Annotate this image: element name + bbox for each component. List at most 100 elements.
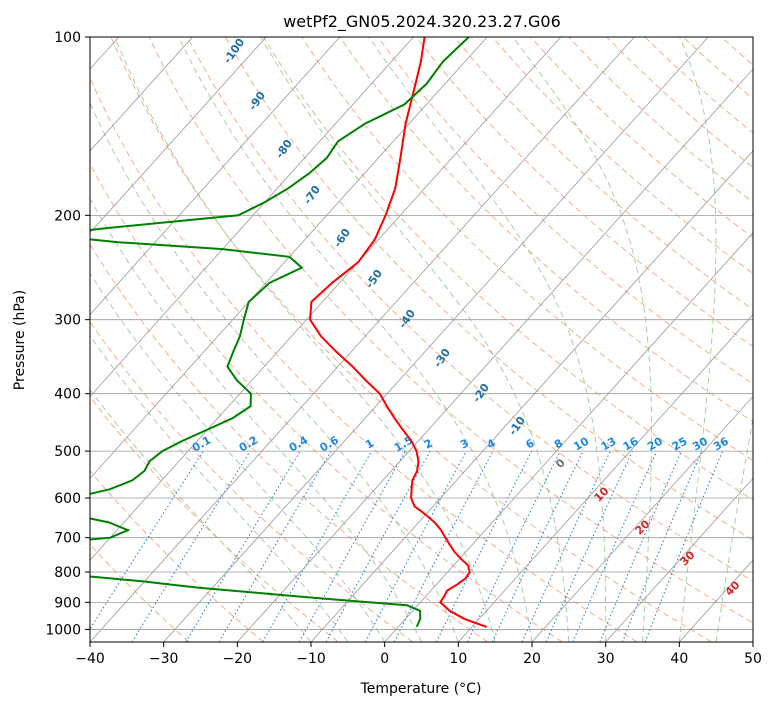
mixing-ratio-label: 20 <box>645 434 665 453</box>
dry-adiabat-line <box>90 163 563 642</box>
y-tick-label: 1000 <box>45 622 81 638</box>
dry-adiabat-line <box>530 37 753 239</box>
y-axis-ticks: 100 200 300 400 500 600 700 800 900 1000 <box>45 30 90 638</box>
x-tick-label: −10 <box>296 651 326 667</box>
moist-adiabat-line <box>90 272 386 642</box>
x-tick-label: −30 <box>149 651 179 667</box>
mixing-ratio-label: 2 <box>422 437 435 452</box>
isotherm-line <box>310 150 753 642</box>
dry-adiabat-label: -30 <box>431 346 453 370</box>
y-tick-label: 200 <box>54 208 81 224</box>
y-tick-label: 500 <box>54 444 81 460</box>
y-tick-label: 900 <box>54 595 81 611</box>
isotherm-line <box>90 37 562 561</box>
mixing-ratio-label: 25 <box>670 435 690 454</box>
isotherm-line <box>458 313 753 642</box>
mixing-ratio-label: 36 <box>711 434 731 453</box>
mixing-ratio-label: 16 <box>621 434 641 453</box>
dry-adiabat-label: -100 <box>221 36 248 66</box>
temperature-line <box>309 37 488 628</box>
mixing-ratio-line <box>572 450 658 642</box>
dry-adiabat-line <box>90 320 414 642</box>
isotherm-line <box>90 37 488 479</box>
dry-adiabat-line <box>644 37 753 134</box>
x-tick-label: −40 <box>75 651 105 667</box>
dry-adiabat-line <box>90 543 190 642</box>
moist-adiabat-line <box>260 37 570 642</box>
moist-adiabat-line <box>678 37 717 642</box>
x-axis-label: Temperature (°C) <box>360 681 482 697</box>
dry-adiabat-label: -40 <box>396 307 418 331</box>
dry-adiabat-line <box>110 37 712 642</box>
moist-adiabats <box>90 37 753 642</box>
mixing-ratio-line <box>90 450 204 630</box>
isotherm-line <box>531 395 753 642</box>
isotherm-line <box>752 641 753 642</box>
y-tick-label: 600 <box>54 491 81 507</box>
y-tick-label: 300 <box>54 313 81 329</box>
dry-adiabat-label: -20 <box>470 381 492 405</box>
dry-adiabat-line <box>377 37 753 385</box>
dry-adiabat-label: -10 <box>506 414 528 438</box>
mixing-ratio-lines <box>90 450 724 642</box>
mixing-ratio-label: 13 <box>599 435 619 454</box>
dry-adiabat-line <box>225 37 753 541</box>
x-tick-label: 30 <box>597 651 615 667</box>
mixing-ratio-line <box>435 450 533 642</box>
dry-adiabat-line <box>568 37 753 203</box>
moist-adiabat-line <box>90 334 349 642</box>
x-tick-label: 40 <box>670 651 688 667</box>
dry-adiabat-line <box>263 37 753 501</box>
mixing-ratio-label: 1 <box>363 437 376 452</box>
mixing-ratio-line <box>325 450 431 642</box>
moist-adiabat-label: 0 <box>553 456 568 471</box>
dry-adiabat-line <box>148 37 753 624</box>
mixing-ratio-label: 30 <box>690 434 710 453</box>
moist-adiabat-line <box>178 37 533 642</box>
x-tick-label: 20 <box>523 651 541 667</box>
moist-adiabat-label: 10 <box>592 484 612 504</box>
mixing-ratio-line <box>364 450 467 642</box>
isotherm-line <box>237 68 753 642</box>
mixing-ratio-line <box>298 450 406 642</box>
mixing-ratio-line <box>545 450 633 642</box>
moist-adiabat-line <box>90 102 459 642</box>
isotherm-line <box>90 37 267 234</box>
mixing-ratio-line <box>644 450 724 642</box>
isotherm-line <box>384 232 753 642</box>
isotherm-line <box>90 37 341 316</box>
dry-adiabat-line <box>415 37 753 348</box>
isotherm-line <box>90 37 193 152</box>
dewpoint-line <box>90 37 470 628</box>
x-tick-label: 10 <box>449 651 467 667</box>
dry-adiabat-line <box>90 243 488 642</box>
mixing-ratio-line <box>621 450 703 642</box>
x-axis-ticks: −40 −30 −20 −10 0 10 20 30 40 50 <box>75 642 762 667</box>
series-lines <box>90 37 488 628</box>
mixing-ratio-line <box>185 450 301 642</box>
isotherm-line <box>90 37 414 398</box>
moist-adiabat-line <box>114 37 496 642</box>
plot-frame <box>89 36 754 643</box>
mixing-ratio-line <box>491 450 584 642</box>
isotherms <box>90 37 753 642</box>
dry-adiabat-label: -50 <box>363 267 385 291</box>
dry-adiabat-label: -60 <box>331 226 353 250</box>
dry-adiabat-label: -70 <box>301 183 323 207</box>
mixing-ratio-label: 4 <box>485 436 498 451</box>
dry-adiabat-line <box>453 37 753 311</box>
plot-area: -100-90-80-70-60-50-40-30-20-100.1 0.2 0.4… <box>90 36 753 642</box>
dry-adiabats <box>90 37 753 642</box>
moist-adiabat-line <box>90 197 422 642</box>
moist-adiabat-line <box>715 416 753 642</box>
mixing-ratio-label: 10 <box>571 434 591 453</box>
y-axis-label: Pressure (hPa) <box>12 290 28 390</box>
y-tick-label: 100 <box>54 30 81 46</box>
y-tick-label: 400 <box>54 387 81 403</box>
y-tick-label: 700 <box>54 531 81 547</box>
moist-adiabat-line <box>512 37 653 642</box>
dry-adiabat-line <box>90 396 339 642</box>
mixing-ratio-line <box>599 450 682 642</box>
isotherm-line <box>163 37 709 642</box>
